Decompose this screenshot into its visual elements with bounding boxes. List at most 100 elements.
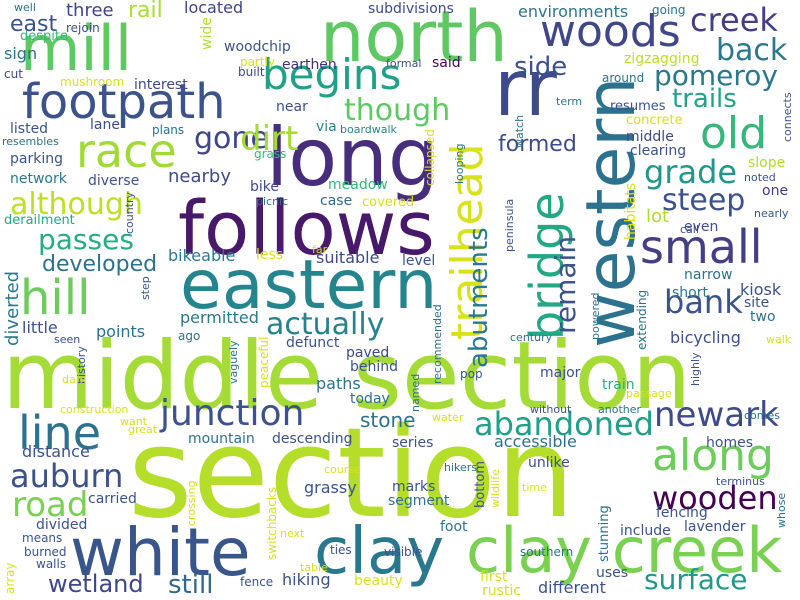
word-bike: bike: [250, 179, 279, 195]
word-though: though: [344, 93, 451, 128]
word-derailment: derailment: [4, 213, 75, 228]
word-still: still: [168, 570, 214, 600]
word-behind: behind: [350, 359, 399, 375]
word-sign: sign: [4, 44, 38, 63]
word-slope: slope: [748, 155, 786, 171]
word-eastern: eastern: [180, 246, 438, 325]
word-trails: trails: [672, 84, 737, 114]
word-remain: remain: [549, 235, 582, 334]
word-cut: cut: [4, 67, 23, 81]
word-footpath: footpath: [22, 74, 226, 130]
word-zigzagging: zigzagging: [624, 51, 700, 67]
word-powered: powered: [589, 292, 602, 340]
word-train: train: [602, 377, 635, 393]
word-built: built: [238, 65, 265, 79]
word-clay: clay: [314, 515, 445, 589]
word-construction: construction: [60, 403, 129, 416]
word-woodchip: woodchip: [224, 39, 291, 55]
word-near: near: [276, 99, 308, 115]
word-partly: partly: [240, 55, 276, 69]
word-covered: covered: [362, 195, 415, 210]
word-grade: grade: [644, 153, 738, 191]
word-diverted: diverted: [2, 270, 23, 346]
word-unlike: unlike: [528, 455, 570, 471]
word-extending: extending: [635, 289, 649, 350]
word-woods: woods: [540, 6, 681, 57]
word-side: side: [514, 52, 568, 82]
word-one: one: [762, 183, 789, 199]
word-rejoin: rejoin: [66, 21, 100, 35]
word-without: without: [530, 403, 572, 416]
word-divided: divided: [36, 517, 88, 533]
word-include: include: [620, 523, 671, 539]
word-steep: steep: [662, 183, 746, 218]
word-looping: looping: [453, 143, 466, 184]
word-foot: foot: [440, 519, 468, 535]
word-middle: middle: [626, 129, 674, 145]
word-fence: fence: [240, 575, 274, 589]
word-paths: paths: [316, 374, 361, 393]
word-said: said: [432, 55, 461, 71]
word-abutments: abutments: [464, 227, 494, 368]
word-carried: carried: [88, 491, 137, 507]
word-country: country: [123, 191, 136, 234]
word-paved: paved: [346, 345, 390, 361]
word-connects: connects: [781, 92, 794, 142]
word-race: race: [76, 124, 177, 178]
word-via: via: [316, 119, 337, 135]
word-collapsed: collapsed: [423, 129, 437, 186]
word-listed: listed: [10, 121, 49, 137]
word-nearly: nearly: [754, 207, 789, 220]
word-switchbacks: switchbacks: [265, 486, 279, 560]
word-around: around: [602, 71, 645, 85]
word-watch: watch: [513, 114, 526, 148]
word-time: time: [522, 481, 547, 494]
word-level: level: [402, 253, 436, 269]
word-long: long: [266, 111, 439, 204]
word-little: little: [22, 318, 58, 337]
word-call: call: [680, 223, 699, 236]
word-another: another: [598, 403, 642, 416]
word-passage: passage: [626, 387, 672, 400]
word-walls: walls: [36, 557, 67, 571]
word-stone: stone: [360, 408, 416, 432]
word-although: although: [10, 187, 143, 222]
word-mill: mill: [20, 12, 133, 85]
word-descending: descending: [272, 431, 353, 447]
word-white: white: [70, 514, 251, 591]
word-begins: begins: [262, 50, 402, 99]
word-defunct: defunct: [286, 335, 340, 351]
word-located: located: [184, 0, 244, 17]
word-surface: surface: [644, 563, 748, 596]
word-whose: whose: [775, 492, 788, 528]
word-peninsula: peninsula: [503, 198, 516, 252]
word-plans: plans: [152, 123, 185, 137]
word-resembles: resembles: [2, 135, 59, 148]
word-east: east: [10, 12, 58, 37]
word-actually: actually: [266, 307, 385, 342]
word-rustic: rustic: [482, 583, 521, 599]
word-bicycling: bicycling: [670, 328, 741, 347]
word-series: series: [392, 435, 434, 451]
word-step: step: [139, 276, 152, 300]
word-fencing: fencing: [656, 505, 708, 521]
word-line: line: [18, 406, 102, 460]
word-along: along: [652, 430, 774, 481]
word-noted: noted: [744, 171, 776, 184]
word-grassy: grassy: [304, 478, 357, 497]
word-kiosk: kiosk: [740, 280, 782, 299]
word-environments: environments: [518, 2, 629, 21]
word-burned: burned: [24, 545, 67, 559]
word-vaguely: vaguely: [227, 340, 240, 384]
word-follows: follows: [178, 186, 435, 272]
word-middle-section: middle section: [2, 322, 692, 431]
word-wide: wide: [199, 17, 215, 50]
word-site: site: [744, 295, 770, 311]
word-visible: visible: [384, 545, 423, 559]
word-terminus: terminus: [716, 475, 765, 488]
word-homes: homes: [706, 435, 753, 451]
word-highly: highly: [689, 352, 702, 386]
word-wildlife: wildlife: [489, 469, 502, 508]
word-term: term: [556, 95, 583, 108]
